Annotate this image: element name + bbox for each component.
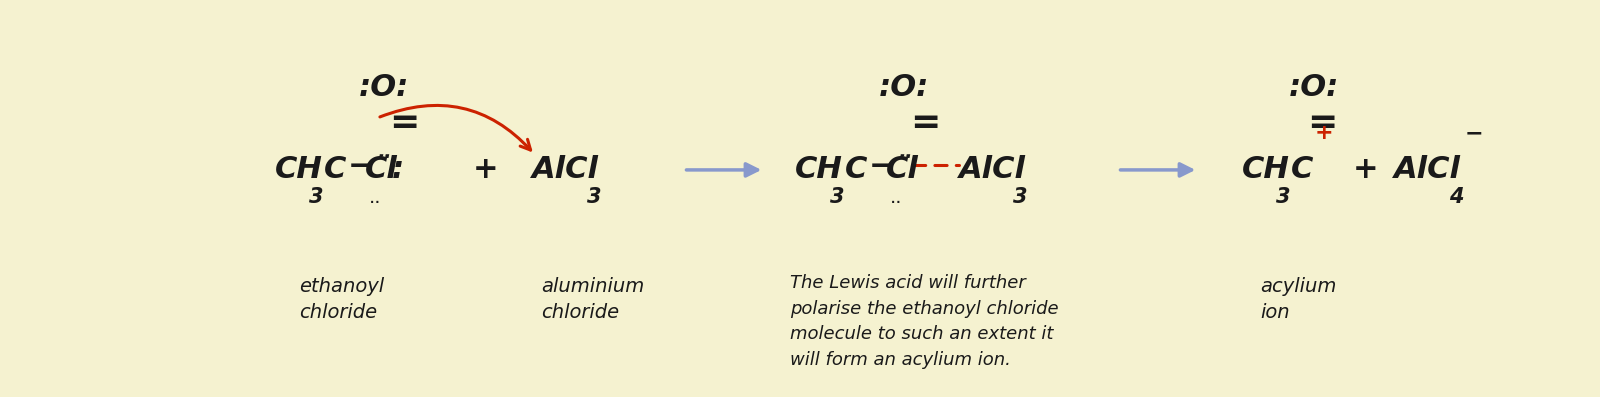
Text: AlCl: AlCl [1394, 155, 1461, 185]
Text: AlCl: AlCl [533, 155, 600, 185]
Text: ··: ·· [368, 194, 381, 213]
Text: 4: 4 [1448, 187, 1462, 207]
Text: C̈l: C̈l [886, 155, 918, 185]
Text: 3: 3 [587, 187, 602, 207]
Text: aluminium
chloride: aluminium chloride [541, 277, 645, 322]
Text: −: − [869, 152, 894, 181]
Text: 3: 3 [309, 187, 323, 207]
Text: 3: 3 [1277, 187, 1291, 207]
Text: CH: CH [275, 155, 322, 185]
Text: ··: ·· [890, 194, 902, 213]
Text: C̈l: C̈l [365, 155, 398, 185]
Text: =: = [910, 106, 941, 139]
Text: −: − [347, 152, 373, 181]
Text: +: + [472, 155, 498, 185]
Text: CH: CH [795, 155, 843, 185]
Text: :: : [392, 155, 405, 185]
Text: CH: CH [1242, 155, 1290, 185]
Text: acylium
ion: acylium ion [1261, 277, 1336, 322]
Text: −: − [1466, 123, 1483, 143]
Text: C: C [1291, 155, 1314, 185]
Text: C: C [845, 155, 867, 185]
Text: AlCl: AlCl [958, 155, 1026, 185]
Text: :O:: :O: [878, 73, 930, 102]
Text: +: + [1315, 123, 1333, 143]
Text: ethanoyl
chloride: ethanoyl chloride [299, 277, 384, 322]
Text: 3: 3 [830, 187, 845, 207]
Text: :O:: :O: [358, 73, 408, 102]
Text: 3: 3 [1013, 187, 1027, 207]
Text: =: = [389, 106, 419, 139]
Text: +: + [1352, 155, 1379, 185]
Text: The Lewis acid will further
polarise the ethanoyl chloride
molecule to such an e: The Lewis acid will further polarise the… [790, 274, 1059, 369]
Text: =: = [1307, 106, 1338, 139]
Text: :O:: :O: [1288, 73, 1339, 102]
Text: C: C [323, 155, 346, 185]
